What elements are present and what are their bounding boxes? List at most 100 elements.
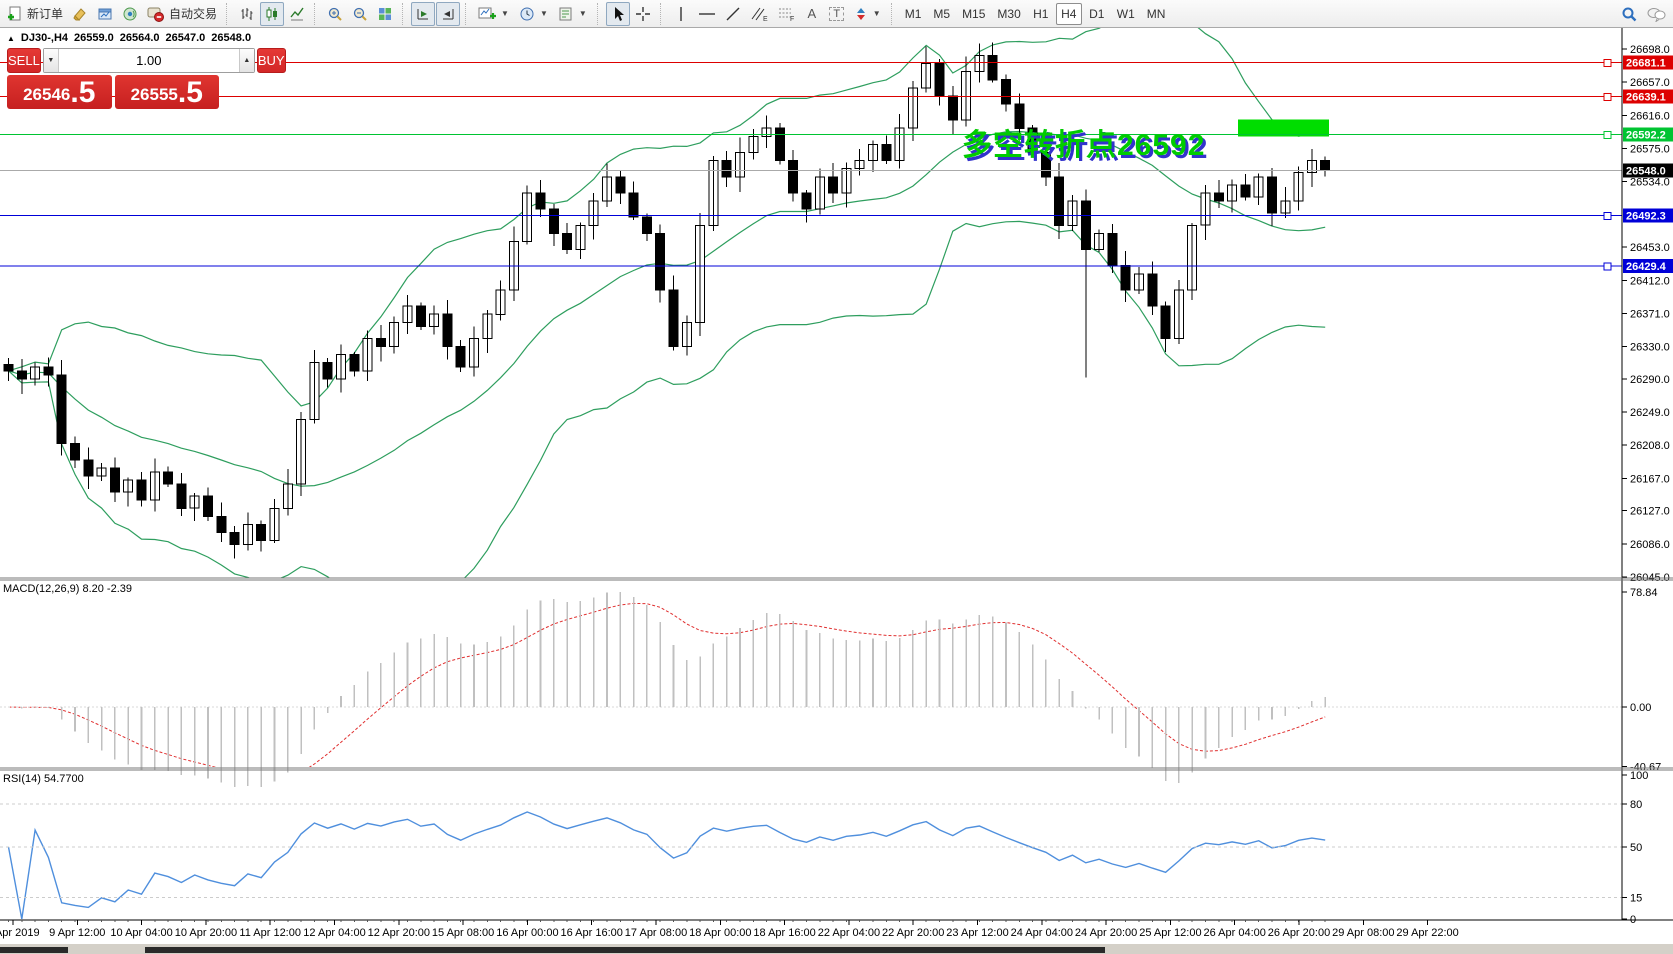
eraser-icon [72, 6, 88, 22]
text-icon: A [807, 6, 817, 21]
dropdown-caret[interactable]: ▼ [501, 9, 509, 18]
bollinger-band [8, 28, 1326, 407]
time-label: 8 Apr 2019 [0, 927, 40, 939]
panel-expander-icon[interactable]: ▲ [7, 33, 15, 43]
symbol-info-bar: ▲ DJ30-,H4 26559.0 26564.0 26547.0 26548… [7, 32, 251, 44]
svg-text:E: E [763, 16, 768, 22]
pivot-annotation-text[interactable]: 多空转折点26592 [962, 129, 1206, 162]
level-price-badge [1623, 208, 1673, 223]
horizontal-line-tool-button[interactable] [694, 2, 720, 26]
dropdown-caret[interactable]: ▼ [872, 9, 881, 18]
highlight-rectangle [1238, 119, 1329, 137]
bar-chart-type-button[interactable] [235, 2, 259, 26]
time-label: 26 Apr 20:00 [1268, 927, 1330, 939]
time-label: 17 Apr 08:00 [625, 927, 687, 939]
timeframe-button-m1[interactable]: M1 [904, 6, 922, 21]
time-label: 10 Apr 04:00 [110, 927, 172, 939]
signals-button[interactable] [118, 2, 142, 26]
bottom-edge-segment [145, 947, 1105, 953]
rsi-indicator-label: RSI(14) 54.7700 [3, 773, 84, 785]
time-label: 26 Apr 04:00 [1204, 927, 1266, 939]
bollinger-band [8, 220, 1326, 578]
volume-spinner: ▼ ▲ [42, 48, 255, 73]
price-tick-label: 26290.0 [1630, 374, 1670, 386]
equidistant-channel-tool-button[interactable]: E [746, 2, 772, 26]
price-tick-label: 26371.0 [1630, 308, 1670, 320]
tile-windows-button[interactable] [373, 2, 397, 26]
crosshair-icon [635, 6, 651, 22]
timeframe-button-m30[interactable]: M30 [997, 6, 1021, 21]
autotrade-button[interactable]: 自动交易 [143, 2, 221, 26]
chat-button[interactable] [1642, 2, 1670, 26]
level-price-badge [1623, 127, 1673, 142]
periods-button[interactable]: ▼ [515, 2, 553, 26]
separator [226, 2, 231, 25]
buy-button[interactable]: BUY [256, 48, 286, 73]
sell-price-button[interactable]: 26546 .5 [7, 75, 112, 109]
zoom-in-button[interactable] [323, 2, 347, 26]
dropdown-caret[interactable]: ▼ [578, 9, 587, 18]
templates-button[interactable]: ▼ [554, 2, 592, 26]
volume-increase-button[interactable]: ▲ [238, 49, 254, 72]
text-label-tool-button[interactable]: T [825, 2, 849, 26]
candlestick-chart-type-button[interactable] [260, 1, 285, 26]
time-label: 10 Apr 20:00 [175, 927, 237, 939]
timeframe-button-h1[interactable]: H1 [1033, 6, 1049, 21]
sell-button[interactable]: SELL [7, 48, 41, 73]
rsi-axis-label: 15 [1630, 892, 1642, 904]
timeframe-button-m5[interactable]: M5 [933, 6, 951, 21]
price-tick-label: 26086.0 [1630, 539, 1670, 551]
buy-price-button[interactable]: 26555 .5 [114, 75, 219, 109]
bottom-edge [0, 944, 1673, 954]
cursor-tool-button[interactable] [605, 1, 630, 26]
timeframe-button-d1[interactable]: D1 [1089, 6, 1105, 21]
search-button[interactable] [1617, 2, 1641, 26]
rsi-pane [7, 811, 1326, 919]
price-tick-label: 26616.0 [1630, 110, 1670, 122]
timeframe-button-mn[interactable]: MN [1146, 6, 1166, 21]
timeframe-button-w1[interactable]: W1 [1116, 6, 1135, 21]
time-label: 12 Apr 20:00 [368, 927, 430, 939]
vertical-line-tool-button[interactable] [669, 2, 693, 26]
crosshair-tool-button[interactable] [631, 2, 655, 26]
time-label: 18 Apr 16:00 [753, 927, 815, 939]
trendline-tool-button[interactable] [721, 2, 745, 26]
time-label: 16 Apr 00:00 [496, 927, 558, 939]
level-price-badge [1623, 163, 1673, 178]
new-order-button[interactable]: 新订单 [3, 2, 67, 26]
timeframe-button-h4[interactable]: H4 [1055, 2, 1082, 25]
arrows-tool-button[interactable]: ▼ [850, 2, 886, 26]
time-label: 25 Apr 12:00 [1139, 927, 1201, 939]
volume-decrease-button[interactable]: ▼ [43, 49, 59, 72]
fibonacci-tool-button[interactable]: F [773, 2, 799, 26]
indicators-button[interactable]: ▼ [474, 2, 514, 26]
market-watch-button[interactable] [93, 2, 117, 26]
sell-price-main: 26546 [23, 85, 71, 104]
history-center-button[interactable] [68, 2, 92, 26]
auto-scroll-button[interactable] [411, 1, 436, 26]
level-price-text: 26639.1 [1626, 92, 1666, 104]
separator [402, 2, 407, 25]
time-label: 12 Apr 04:00 [303, 927, 365, 939]
price-tick-label: 26208.0 [1630, 440, 1670, 452]
level-price-text: 26592.2 [1626, 130, 1666, 142]
dropdown-caret[interactable]: ▼ [539, 9, 548, 18]
symbol-name: DJ30-,H4 [20, 32, 68, 44]
line-chart-type-button[interactable] [285, 2, 309, 26]
auto-scroll-icon [415, 6, 431, 22]
volume-input[interactable] [58, 49, 239, 72]
main-pane [3, 28, 1331, 578]
timeframe-button-m15[interactable]: M15 [962, 6, 986, 21]
chart-shift-button[interactable] [436, 1, 461, 26]
level-price-text: 26492.3 [1626, 210, 1666, 222]
separator [659, 2, 665, 25]
macd-indicator-label: MACD(12,26,9) 8.20 -2.39 [3, 583, 133, 595]
autotrade-icon [147, 6, 165, 22]
text-tool-button[interactable]: A [800, 2, 824, 26]
zoom-out-button[interactable] [348, 2, 372, 26]
horizontal-line-icon [698, 6, 716, 22]
level-price-text: 26681.1 [1626, 58, 1666, 70]
chart-canvas[interactable]: 26681.1 26639.1 26592.2 26548.0 26492.3 26429… [0, 28, 1673, 954]
chart-shift-icon [440, 6, 456, 22]
price-tick-label: 26127.0 [1630, 506, 1670, 518]
